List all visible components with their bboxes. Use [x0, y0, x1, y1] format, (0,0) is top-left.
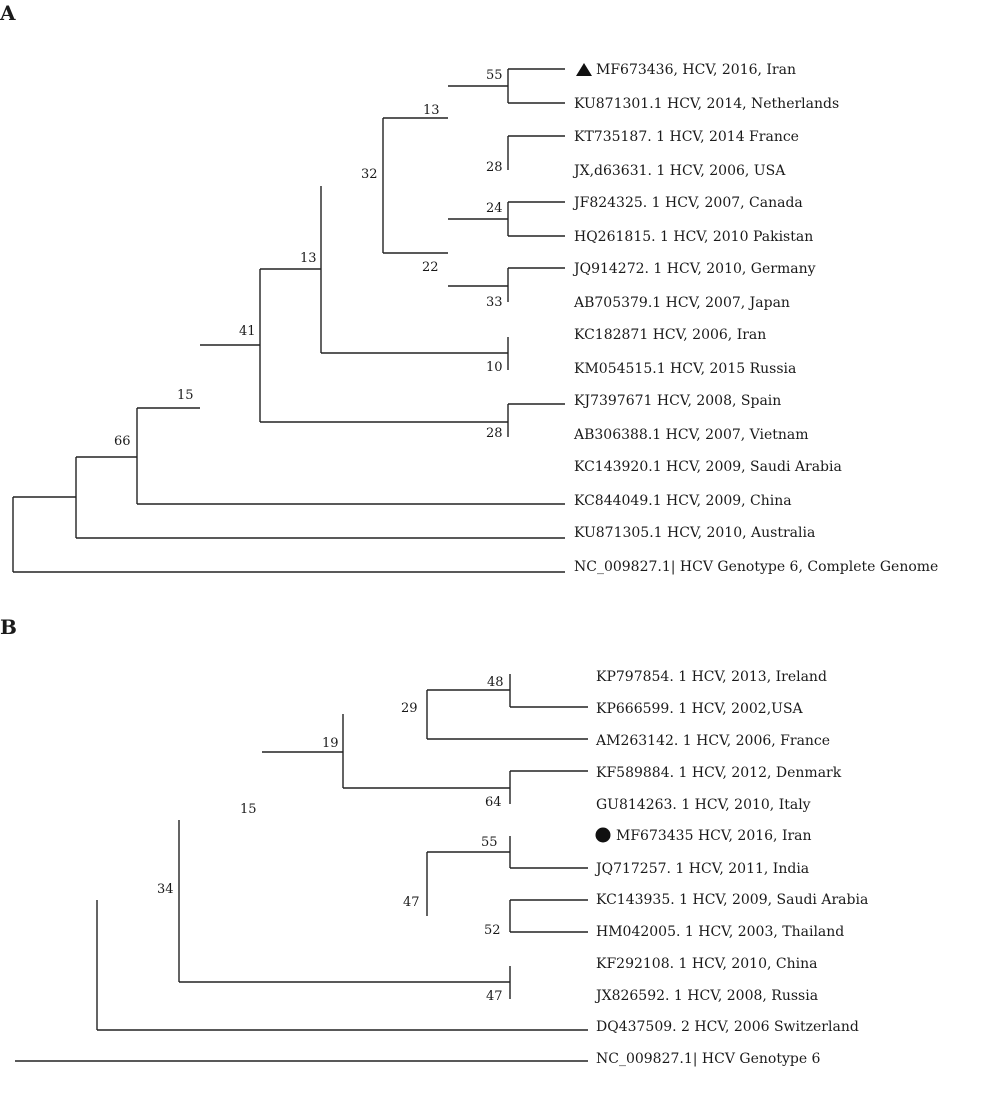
- leaf-label: KC182871 HCV, 2006, Iran: [574, 327, 766, 343]
- bootstrap-value: 55: [481, 835, 498, 850]
- panel-a-label: A: [0, 1, 16, 25]
- bootstrap-value: 13: [423, 103, 440, 118]
- panel-b-label: B: [0, 615, 17, 639]
- circle-marker-icon: [595, 827, 611, 843]
- leaf-label: KF292108. 1 HCV, 2010, China: [596, 956, 817, 972]
- bootstrap-value: 13: [300, 251, 317, 266]
- bootstrap-value: 48: [487, 675, 504, 690]
- bootstrap-value: 29: [401, 701, 418, 716]
- leaf-label: KC143920.1 HCV, 2009, Saudi Arabia: [574, 459, 842, 475]
- leaf-label: HQ261815. 1 HCV, 2010 Pakistan: [574, 229, 813, 245]
- panel-b-bootstrap-values: 48 29 19 64 15 55 34 47 52 47: [157, 675, 504, 1004]
- leaf-label: MF673435 HCV, 2016, Iran: [616, 828, 812, 844]
- bootstrap-value: 24: [486, 201, 503, 216]
- bootstrap-value: 19: [322, 736, 339, 751]
- bootstrap-value: 66: [114, 434, 131, 449]
- leaf-label: KF589884. 1 HCV, 2012, Denmark: [596, 765, 842, 781]
- panel-a-leaf-labels: MF673436, HCV, 2016, Iran KU871301.1 HCV…: [572, 62, 938, 575]
- bootstrap-value: 10: [486, 360, 503, 375]
- leaf-label: GU814263. 1 HCV, 2010, Italy: [596, 797, 811, 813]
- panel-b: B: [0, 615, 868, 1067]
- leaf-label: NC_009827.1| HCV Genotype 6: [596, 1051, 821, 1067]
- leaf-label: AB306388.1 HCV, 2007, Vietnam: [573, 427, 809, 443]
- bootstrap-value: 15: [177, 388, 194, 403]
- leaf-label: NC_009827.1| HCV Genotype 6, Complete Ge…: [574, 559, 938, 575]
- bootstrap-value: 55: [486, 68, 503, 83]
- leaf-label: DQ437509. 2 HCV, 2006 Switzerland: [596, 1019, 859, 1035]
- leaf-label: JX,d63631. 1 HCV, 2006, USA: [572, 163, 786, 179]
- bootstrap-value: 15: [240, 802, 257, 817]
- leaf-label: MF673436, HCV, 2016, Iran: [596, 62, 796, 78]
- leaf-label: KM054515.1 HCV, 2015 Russia: [574, 361, 796, 377]
- panel-b-leaf-labels: KP797854. 1 HCV, 2013, Ireland KP666599.…: [594, 669, 868, 1067]
- leaf-label: KP797854. 1 HCV, 2013, Ireland: [596, 669, 827, 685]
- leaf-label: JQ717257. 1 HCV, 2011, India: [594, 861, 809, 877]
- bootstrap-value: 32: [361, 167, 378, 182]
- leaf-label: AM263142. 1 HCV, 2006, France: [595, 733, 830, 749]
- leaf-label: KC844049.1 HCV, 2009, China: [574, 493, 792, 509]
- bootstrap-value: 28: [486, 160, 503, 175]
- panel-a-branches: [12, 68, 565, 573]
- bootstrap-value: 28: [486, 426, 503, 441]
- leaf-label: KU871301.1 HCV, 2014, Netherlands: [574, 96, 839, 112]
- leaf-label: AB705379.1 HCV, 2007, Japan: [573, 295, 790, 311]
- leaf-label: JF824325. 1 HCV, 2007, Canada: [572, 195, 803, 211]
- bootstrap-value: 22: [422, 260, 439, 275]
- bootstrap-value: 47: [486, 989, 503, 1004]
- panel-b-branches: [15, 674, 588, 1062]
- leaf-label: KT735187. 1 HCV, 2014 France: [574, 129, 799, 145]
- leaf-label: HM042005. 1 HCV, 2003, Thailand: [596, 924, 844, 940]
- bootstrap-value: 34: [157, 882, 174, 897]
- leaf-label: KJ7397671 HCV, 2008, Spain: [574, 393, 781, 409]
- triangle-marker-icon: [576, 63, 592, 76]
- leaf-label: JQ914272. 1 HCV, 2010, Germany: [572, 261, 816, 277]
- leaf-label: KU871305.1 HCV, 2010, Australia: [574, 525, 815, 541]
- panel-a-bootstrap-values: 55 13 32 28 24 22 33 13 41 10 15 28 66: [114, 68, 503, 449]
- leaf-label: JX826592. 1 HCV, 2008, Russia: [594, 988, 818, 1004]
- bootstrap-value: 52: [484, 923, 501, 938]
- bootstrap-value: 33: [486, 295, 503, 310]
- bootstrap-value: 64: [485, 795, 502, 810]
- bootstrap-value: 41: [239, 324, 256, 339]
- leaf-label: KC143935. 1 HCV, 2009, Saudi Arabia: [596, 892, 868, 908]
- bootstrap-value: 47: [403, 895, 420, 910]
- panel-a: A: [0, 1, 938, 575]
- leaf-label: KP666599. 1 HCV, 2002,USA: [596, 701, 804, 717]
